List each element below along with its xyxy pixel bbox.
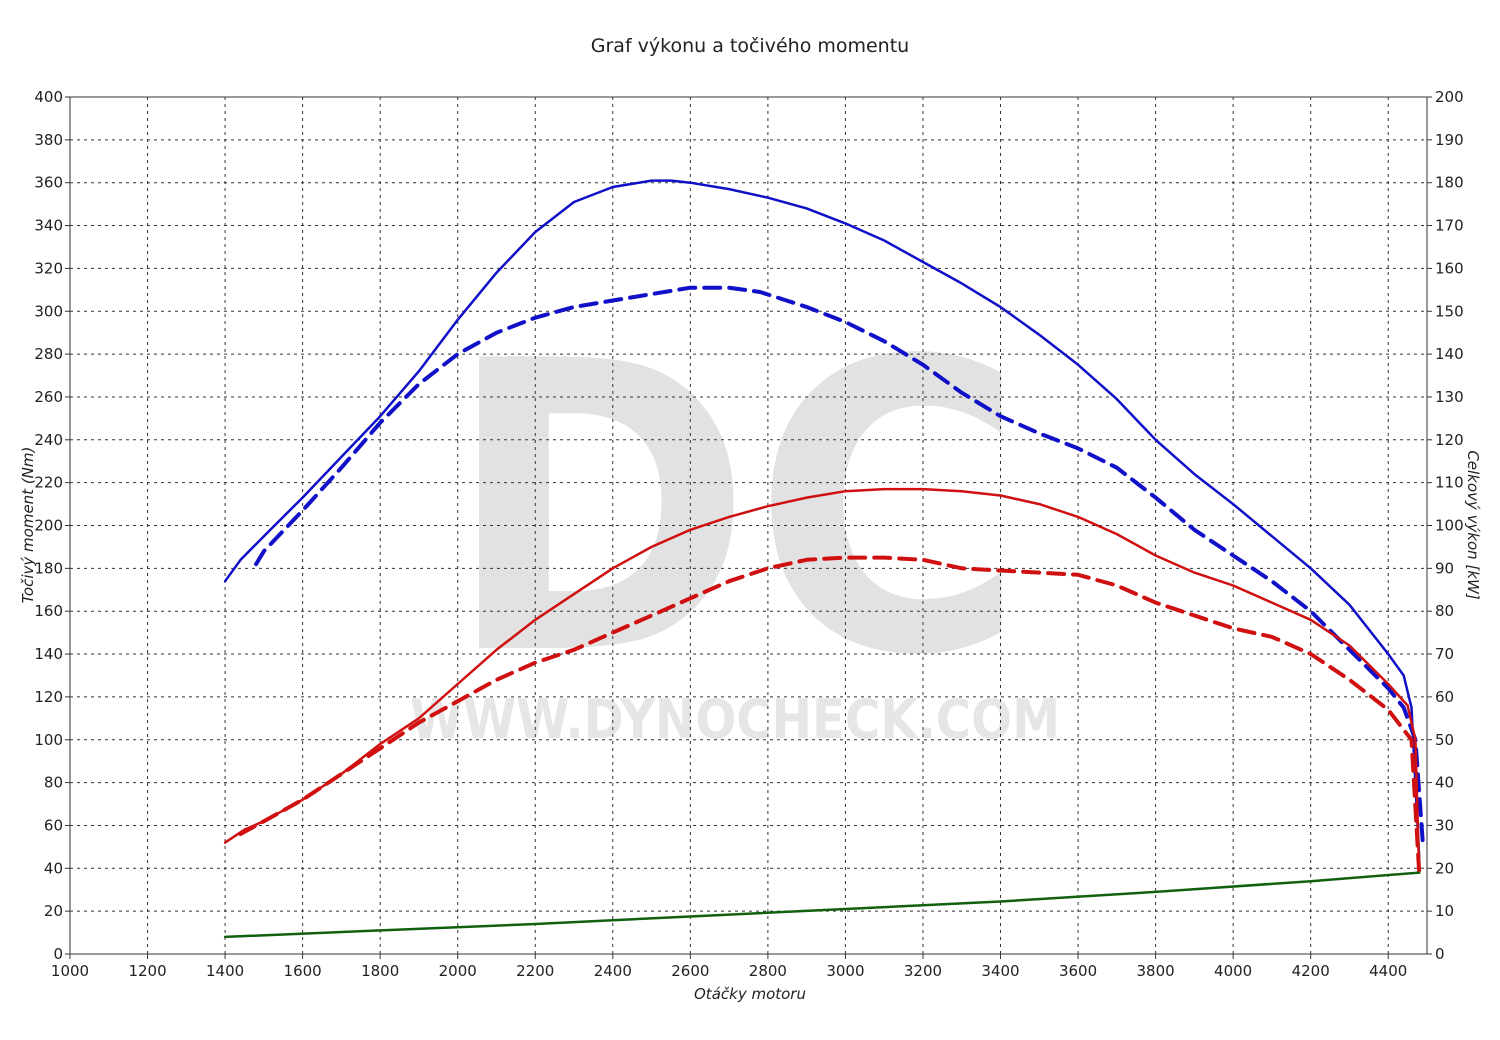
- x-tick-label: 1400: [206, 962, 244, 980]
- right-y-tick-label: 70: [1435, 645, 1454, 663]
- x-tick-label: 2200: [516, 962, 554, 980]
- watermark-url: WWW.DYNOCHECK.COM: [410, 688, 1060, 751]
- x-tick-label: 3400: [981, 962, 1019, 980]
- right-y-tick-label: 110: [1435, 474, 1464, 492]
- right-y-tick-label: 170: [1435, 217, 1464, 235]
- x-axis-label: Otáčky motoru: [694, 985, 806, 1003]
- x-tick-label: 4000: [1214, 962, 1252, 980]
- series-line-1: [223, 179, 1421, 859]
- x-tick-label: 1800: [361, 962, 399, 980]
- left-y-tick-label: 140: [34, 645, 63, 663]
- left-y-tick-label: 400: [34, 88, 63, 106]
- left-y-tick-label: 220: [34, 474, 63, 492]
- x-tick-label: 4400: [1369, 962, 1407, 980]
- series-line-3: [223, 487, 1421, 874]
- watermark-letters: DC: [445, 278, 1025, 743]
- right-y-tick-label: 0: [1435, 945, 1445, 963]
- left-y-tick-label: 200: [34, 517, 63, 535]
- left-y-tick-label: 0: [53, 945, 63, 963]
- right-y-tick-label: 120: [1435, 431, 1464, 449]
- right-y-tick-label: 150: [1435, 302, 1464, 320]
- chart-title: Graf výkonu a točivého momentu: [591, 35, 909, 57]
- right-y-tick-label: 50: [1435, 731, 1454, 749]
- right-y-tick-label: 60: [1435, 688, 1454, 706]
- right-y-axis-label: Celkový výkon [kW]: [1464, 450, 1482, 600]
- right-y-tick-label: 80: [1435, 602, 1454, 620]
- x-tick-label: 2800: [749, 962, 787, 980]
- left-y-tick-label: 320: [34, 259, 63, 277]
- x-tick-labels: 1000 1200 1400 1600 1800 2000 2200 2400 2600 2800…: [51, 954, 1407, 980]
- left-y-tick-label: 380: [34, 131, 63, 149]
- right-y-tick-label: 40: [1435, 774, 1454, 792]
- left-y-tick-label: 280: [34, 345, 63, 363]
- x-tick-label: 3800: [1137, 962, 1175, 980]
- x-tick-label: 2600: [671, 962, 709, 980]
- left-y-tick-label: 340: [34, 217, 63, 235]
- grid: [70, 97, 1427, 954]
- x-tick-label: 3600: [1059, 962, 1097, 980]
- right-y-tick-label: 140: [1435, 345, 1464, 363]
- left-y-tick-label: 240: [34, 431, 63, 449]
- right-y-tick-label: 20: [1435, 859, 1454, 877]
- left-y-tick-label: 260: [34, 388, 63, 406]
- right-y-tick-label: 130: [1435, 388, 1464, 406]
- x-tick-label: 2400: [594, 962, 632, 980]
- left-y-tick-label: 40: [44, 859, 63, 877]
- left-y-tick-label: 60: [44, 816, 63, 834]
- left-y-tick-label: 80: [44, 774, 63, 792]
- right-y-tick-labels: 0 10 20 30 40 50 60 70 80 90 100 110 120 130 140 150 160…: [1427, 88, 1464, 963]
- left-y-tick-label: 100: [34, 731, 63, 749]
- right-y-tick-label: 160: [1435, 259, 1464, 277]
- right-y-tick-label: 190: [1435, 131, 1464, 149]
- x-tick-label: 1200: [128, 962, 166, 980]
- left-y-tick-label: 360: [34, 174, 63, 192]
- right-y-tick-label: 180: [1435, 174, 1464, 192]
- left-y-tick-label: 180: [34, 559, 63, 577]
- x-tick-label: 4200: [1292, 962, 1330, 980]
- left-y-tick-label: 300: [34, 302, 63, 320]
- series-line-2: [254, 285, 1426, 849]
- x-tick-label: 3200: [904, 962, 942, 980]
- right-y-tick-label: 100: [1435, 517, 1464, 535]
- series-line-4: [238, 555, 1422, 875]
- x-tick-label: 1000: [51, 962, 89, 980]
- right-y-tick-label: 10: [1435, 902, 1454, 920]
- left-y-tick-label: 20: [44, 902, 63, 920]
- x-tick-label: 3000: [826, 962, 864, 980]
- x-tick-label: 1600: [284, 962, 322, 980]
- watermark: DC WWW.DYNOCHECK.COM: [410, 278, 1060, 751]
- left-y-axis-label: Točivý moment (Nm): [19, 447, 37, 604]
- right-y-tick-label: 200: [1435, 88, 1464, 106]
- series-layer: [223, 179, 1426, 939]
- left-y-tick-labels: 0 20 40 60 80 100 120 140 160 180 200 220 240 260 280 3…: [34, 88, 70, 963]
- series-line-5: [223, 871, 1421, 939]
- right-y-tick-label: 30: [1435, 816, 1454, 834]
- left-y-tick-label: 160: [34, 602, 63, 620]
- x-tick-label: 2000: [439, 962, 477, 980]
- right-y-tick-label: 90: [1435, 559, 1454, 577]
- left-y-tick-label: 120: [34, 688, 63, 706]
